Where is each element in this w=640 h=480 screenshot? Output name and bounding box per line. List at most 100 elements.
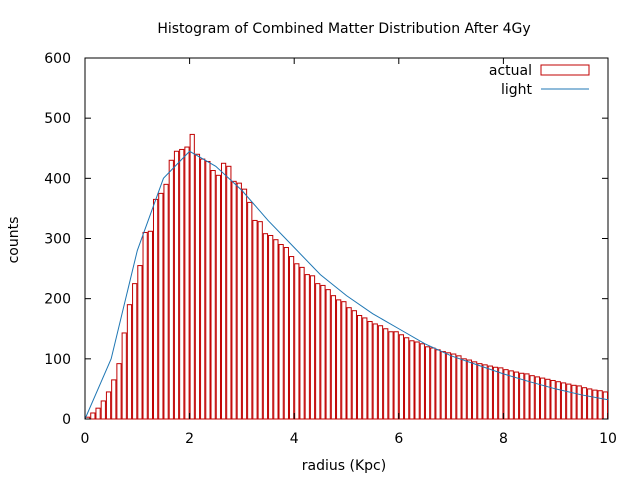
- x-axis-label: radius (Kpc): [302, 458, 386, 474]
- histogram-bar: [132, 283, 138, 420]
- histogram-bar: [430, 347, 436, 420]
- x-axis-ticks: 0 2 4 6 8 10: [81, 58, 617, 447]
- histogram-bar: [602, 391, 609, 420]
- histogram-bar: [383, 328, 389, 420]
- histogram-bar: [362, 317, 368, 420]
- histogram-bar: [309, 275, 316, 420]
- y-axis-label: counts: [6, 217, 22, 264]
- histogram-bar: [461, 358, 467, 420]
- histogram-bar: [95, 407, 101, 420]
- histogram-bar: [351, 310, 357, 420]
- histogram-bar: [184, 146, 190, 420]
- histogram-bar: [492, 366, 499, 420]
- histogram-bar: [278, 244, 284, 420]
- legend: actual light: [489, 63, 590, 98]
- x-tick-label: 6: [394, 431, 403, 447]
- histogram-bar: [247, 201, 253, 420]
- histogram-bar: [179, 148, 185, 420]
- histogram-bar: [210, 170, 216, 420]
- histogram-bar: [534, 376, 541, 420]
- histogram-bar: [152, 198, 159, 420]
- histogram-bar: [173, 150, 180, 420]
- histogram-bar: [147, 230, 153, 420]
- histogram-bar: [503, 369, 509, 420]
- histogram-bar: [524, 373, 530, 420]
- histogram-bar: [519, 372, 525, 420]
- histogram-bar: [372, 323, 378, 420]
- histogram-bar: [440, 351, 446, 420]
- histogram-bar: [388, 331, 394, 420]
- histogram-bar: [555, 381, 561, 420]
- histogram-bar: [576, 385, 582, 420]
- histogram-bar: [288, 256, 295, 420]
- histogram-bar: [445, 352, 452, 420]
- histogram-bar: [200, 158, 206, 420]
- histogram-bar: [477, 363, 483, 420]
- y-tick-label: 500: [44, 111, 71, 127]
- y-tick-label: 300: [44, 232, 71, 248]
- histogram-bar: [273, 239, 279, 420]
- histogram-bar: [414, 341, 420, 420]
- histogram-bar: [341, 301, 347, 420]
- histogram-bar: [513, 371, 520, 420]
- histogram-bar: [283, 247, 289, 420]
- histogram-bar: [498, 367, 504, 420]
- histogram-bar: [472, 361, 478, 420]
- histogram-bar: [163, 183, 169, 420]
- histogram-bar: [268, 234, 274, 420]
- light-series-line: [84, 150, 609, 420]
- histogram-bar: [466, 359, 473, 420]
- histogram-bar: [105, 391, 112, 420]
- y-tick-label: 0: [62, 412, 71, 428]
- y-tick-label: 200: [44, 292, 71, 308]
- y-axis-ticks: 0 100 200 300 400 500 600: [44, 51, 608, 428]
- histogram-bar: [231, 180, 237, 420]
- histogram-bar: [189, 133, 195, 420]
- histogram-bar: [529, 375, 535, 420]
- histogram-bar: [367, 321, 373, 420]
- x-tick-label: 10: [599, 431, 617, 447]
- histogram-bar: [508, 370, 514, 420]
- histogram-bar: [121, 332, 127, 420]
- chart-title: Histogram of Combined Matter Distributio…: [157, 21, 530, 37]
- histogram-bar: [550, 379, 556, 420]
- histogram-bar: [451, 353, 457, 420]
- histogram-bar: [215, 174, 221, 420]
- histogram-bar: [540, 377, 546, 420]
- histogram-bar: [320, 284, 326, 420]
- histogram-bar: [482, 364, 488, 420]
- histogram-bar: [116, 363, 122, 420]
- x-tick-label: 2: [185, 431, 194, 447]
- histogram-bar: [100, 400, 106, 420]
- histogram-bar: [294, 263, 300, 420]
- histogram-bar: [257, 221, 263, 420]
- histogram-bar: [545, 378, 551, 420]
- y-tick-label: 400: [44, 171, 71, 187]
- histogram-bar: [241, 188, 248, 420]
- histogram-bar: [409, 340, 415, 420]
- histogram-bar: [304, 274, 310, 420]
- legend-label-light: light: [501, 82, 533, 98]
- histogram-bar: [587, 388, 593, 420]
- histogram-bar: [262, 233, 269, 420]
- histogram-bar: [137, 265, 143, 420]
- histogram-bars: [85, 133, 609, 420]
- histogram-bar: [126, 304, 133, 420]
- histogram-bar: [226, 165, 232, 420]
- histogram-bar: [142, 231, 148, 420]
- histogram-bar: [346, 307, 352, 420]
- histogram-bar: [168, 159, 174, 420]
- histogram-bar: [205, 160, 211, 420]
- histogram-bar: [566, 383, 572, 420]
- y-tick-label: 100: [44, 352, 71, 368]
- histogram-bar: [299, 266, 305, 420]
- histogram-bar: [393, 331, 399, 420]
- legend-swatch-actual: [540, 64, 590, 76]
- histogram-bar: [158, 192, 164, 420]
- histogram-bar: [236, 182, 242, 420]
- histogram-bar: [315, 283, 321, 420]
- histogram-bar: [377, 325, 384, 420]
- histogram-bar: [581, 387, 588, 420]
- histogram-bar: [592, 389, 598, 420]
